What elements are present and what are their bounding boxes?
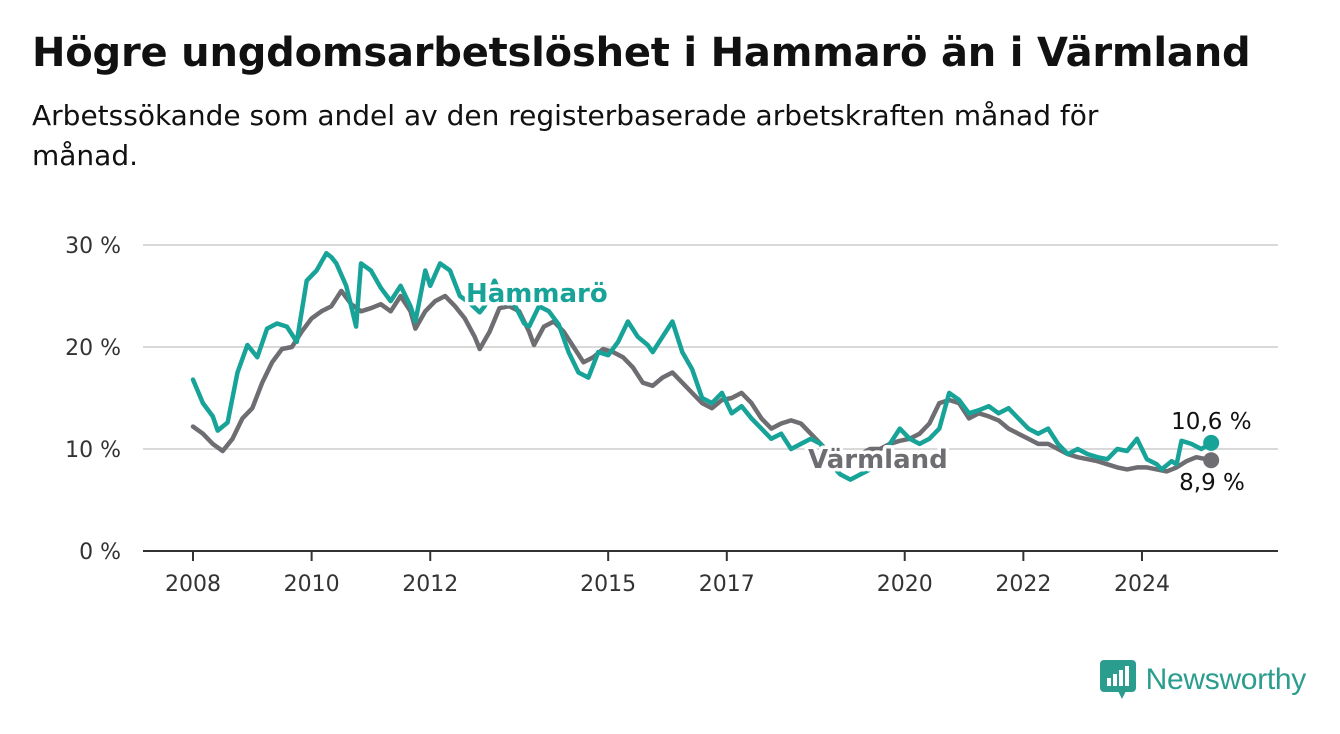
y-axis-tick-labels: 0 % 10 % 20 % 30 % xyxy=(65,234,121,565)
hammaro-series-label: Hammarö xyxy=(466,279,608,309)
newsworthy-icon xyxy=(1099,660,1136,699)
varmland-series-label: Värmland xyxy=(808,445,948,475)
varmland-end-label: 8,9 % xyxy=(1179,470,1245,496)
hammaro-end-point xyxy=(1203,434,1220,451)
varmland-line xyxy=(190,288,1214,474)
x-tick-label: 2022 xyxy=(995,572,1051,597)
chart-subtitle: Arbetssökande som andel av den registerb… xyxy=(32,99,1099,172)
y-tick-label: 0 % xyxy=(79,540,121,565)
varmland-end-point xyxy=(1203,452,1220,469)
hammaro-end-label-halo: 10,6 % xyxy=(1171,409,1251,435)
y-tick-label: 20 % xyxy=(65,336,121,361)
hammaro-end-label: 10,6 % xyxy=(1171,409,1251,435)
varmland-series-label-halo: Värmland xyxy=(808,445,948,475)
chart-title: Högre ungdomsarbetslöshet i Hammarö än i… xyxy=(32,30,1251,76)
x-tick-label: 2015 xyxy=(580,572,636,597)
x-tick-label: 2017 xyxy=(699,572,755,597)
x-tick-label: 2020 xyxy=(877,572,933,597)
x-tick-label: 2008 xyxy=(165,572,221,597)
x-axis-tick-labels: 2008 2010 2012 2015 2017 2020 2022 2024 xyxy=(165,551,1170,597)
brand-name: Newsworthy xyxy=(1145,663,1307,696)
y-tick-label: 30 % xyxy=(65,234,121,259)
y-tick-label: 10 % xyxy=(65,438,121,463)
hammaro-line xyxy=(190,250,1214,482)
series-lines xyxy=(190,250,1214,482)
varmland-end-label-halo: 8,9 % xyxy=(1179,470,1245,496)
x-tick-label: 2010 xyxy=(284,572,340,597)
x-tick-label: 2012 xyxy=(402,572,458,597)
grid-lines xyxy=(143,244,1278,552)
hammaro-series-label-halo: Hammarö xyxy=(466,279,608,309)
line-chart: 0 % 10 % 20 % 30 % 2008 2010 2012 2015 2017 2020… xyxy=(65,234,1278,597)
x-tick-label: 2024 xyxy=(1114,572,1170,597)
newsworthy-logo: Newsworthy xyxy=(1099,660,1307,700)
